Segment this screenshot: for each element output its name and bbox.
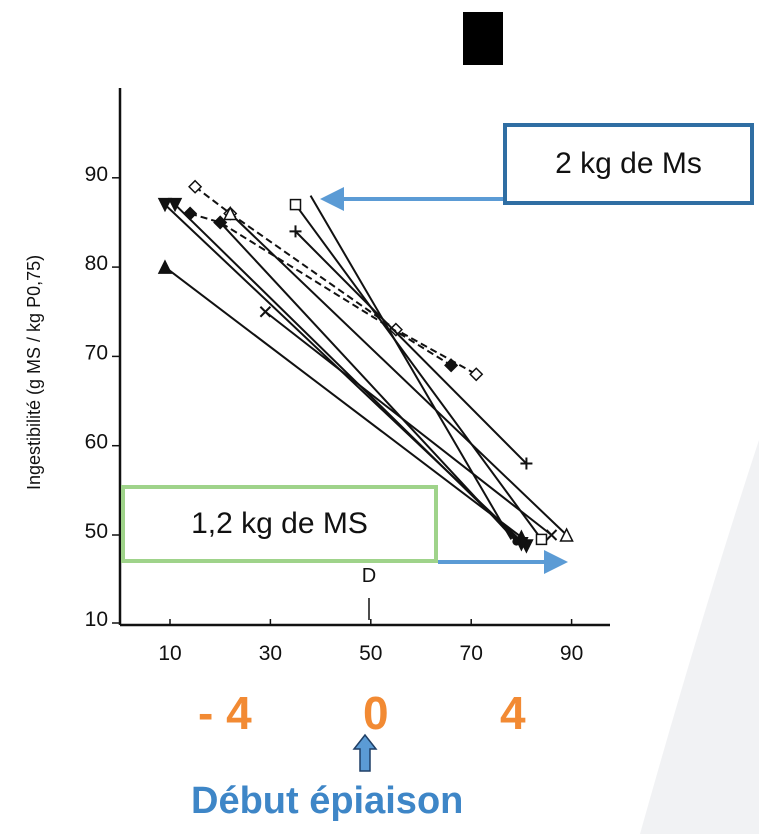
x-tick-label: 70 xyxy=(460,642,483,665)
data-point xyxy=(535,533,548,546)
data-point xyxy=(157,197,173,213)
annotation-arrows xyxy=(320,187,568,574)
series-line xyxy=(194,185,477,376)
data-point xyxy=(167,197,183,213)
x-tick-label: 10 xyxy=(158,642,181,665)
chart-ticks: 10 30 50 70 90 10 50 60 70 80 90 xyxy=(85,163,584,665)
data-point xyxy=(444,358,459,373)
data-point xyxy=(157,259,173,274)
series-line xyxy=(229,212,568,536)
data-point xyxy=(183,206,198,221)
up-arrow-icon xyxy=(352,733,378,772)
series-line xyxy=(309,195,513,540)
y-tick-label: 10 xyxy=(85,608,108,631)
y-tick-label: 50 xyxy=(85,520,108,543)
series-line xyxy=(174,203,523,545)
y-tick-label: 60 xyxy=(85,431,108,454)
data-point xyxy=(289,198,302,211)
point-label-d: D xyxy=(362,565,376,587)
chart-series xyxy=(157,179,574,554)
data-point xyxy=(289,225,302,238)
y-tick-label: 80 xyxy=(85,252,108,275)
annotation-box-1-2kg: 1,2 kg de MS xyxy=(121,485,438,563)
x-tick-label: 30 xyxy=(259,642,282,665)
stage-label-0: 0 xyxy=(363,687,389,739)
annotation-2kg-text: 2 kg de Ms xyxy=(555,147,702,180)
x-tick-label: 50 xyxy=(359,642,382,665)
arrow-top-head xyxy=(320,187,344,211)
data-point xyxy=(545,529,558,541)
annotation-box-2kg: 2 kg de Ms xyxy=(503,123,754,205)
data-point xyxy=(188,179,203,194)
stage-label-4: 4 xyxy=(500,687,526,739)
series-line xyxy=(219,221,518,543)
black-rectangle xyxy=(463,12,503,65)
data-point xyxy=(559,527,574,542)
annotation-1-2kg-text: 1,2 kg de MS xyxy=(191,507,368,540)
series-line xyxy=(294,203,543,540)
data-point xyxy=(223,205,238,221)
y-axis-label: Ingestibilité (g MS / kg P0,75) xyxy=(24,255,44,490)
data-point xyxy=(216,218,225,227)
series-line xyxy=(189,212,452,367)
data-point xyxy=(469,367,484,382)
data-point xyxy=(520,457,533,470)
series-line xyxy=(294,230,528,465)
series-line xyxy=(264,310,553,536)
x-tick-label: 90 xyxy=(560,642,583,665)
y-tick-label: 70 xyxy=(85,341,108,364)
y-tick-label: 90 xyxy=(85,163,108,186)
series-line xyxy=(164,266,523,538)
footer-label: Début épiaison xyxy=(191,780,464,822)
data-point xyxy=(512,537,521,546)
stage-label-minus4: - 4 xyxy=(198,687,252,739)
arrow-bottom-head xyxy=(544,550,568,574)
data-point xyxy=(259,306,272,318)
